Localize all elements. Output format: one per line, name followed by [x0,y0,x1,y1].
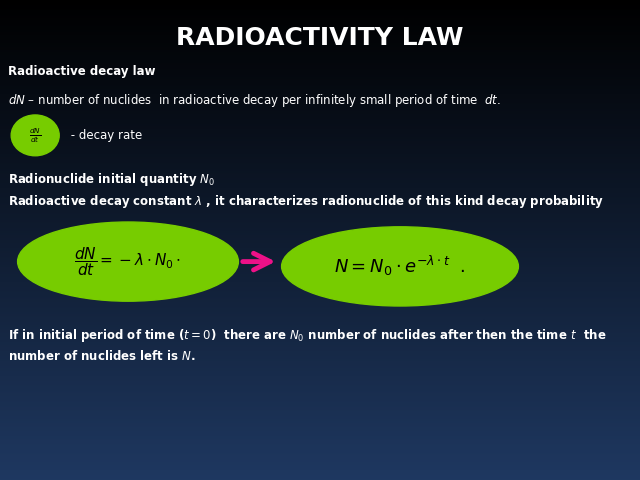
Text: $\dfrac{dN}{dt} = -\lambda \cdot N_0 \cdot$: $\dfrac{dN}{dt} = -\lambda \cdot N_0 \cd… [74,245,182,278]
Text: $\frac{dN}{dt}$: $\frac{dN}{dt}$ [29,126,41,144]
Ellipse shape [18,222,238,301]
Text: $dN$ – number of nuclides  in radioactive decay per infinitely small period of t: $dN$ – number of nuclides in radioactive… [8,92,500,109]
Text: Radioactive decay law: Radioactive decay law [8,65,155,78]
Text: - decay rate: - decay rate [67,129,143,142]
Text: RADIOACTIVITY LAW: RADIOACTIVITY LAW [176,26,464,50]
Text: Radioactive decay constant $\lambda$ , it characterizes radionuclide of this kin: Radioactive decay constant $\lambda$ , i… [8,193,604,210]
Text: If in initial period of time ($t = 0$)  there are $N_0$ number of nuclides after: If in initial period of time ($t = 0$) t… [8,327,606,344]
Text: Radionuclide initial quantity $N_0$: Radionuclide initial quantity $N_0$ [8,171,215,188]
Text: number of nuclides left is $N$.: number of nuclides left is $N$. [8,349,195,363]
Text: $N = N_0 \cdot e^{-\lambda \cdot t}$  .: $N = N_0 \cdot e^{-\lambda \cdot t}$ . [334,254,466,278]
Ellipse shape [12,115,60,156]
Ellipse shape [282,227,518,306]
